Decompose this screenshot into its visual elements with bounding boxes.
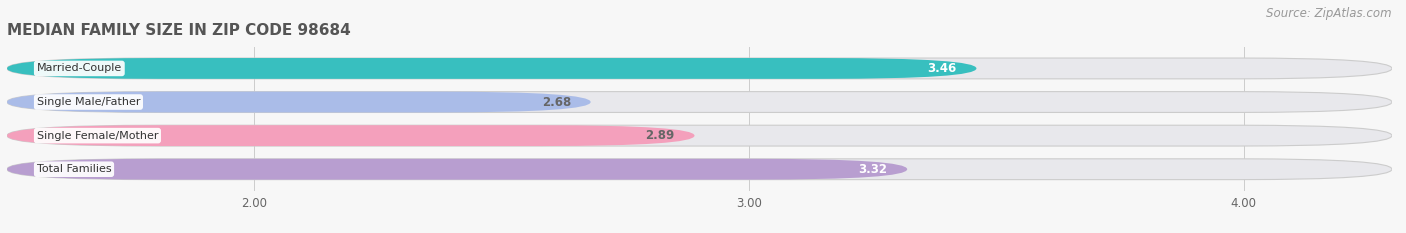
- Text: Total Families: Total Families: [37, 164, 111, 174]
- FancyBboxPatch shape: [7, 125, 1392, 146]
- FancyBboxPatch shape: [7, 58, 977, 79]
- FancyBboxPatch shape: [7, 159, 1392, 180]
- Text: Source: ZipAtlas.com: Source: ZipAtlas.com: [1267, 7, 1392, 20]
- FancyBboxPatch shape: [7, 92, 591, 113]
- Text: 2.89: 2.89: [645, 129, 675, 142]
- Text: Single Male/Father: Single Male/Father: [37, 97, 141, 107]
- Text: 3.46: 3.46: [928, 62, 956, 75]
- FancyBboxPatch shape: [7, 125, 695, 146]
- Text: Married-Couple: Married-Couple: [37, 63, 122, 73]
- FancyBboxPatch shape: [7, 58, 1392, 79]
- Text: MEDIAN FAMILY SIZE IN ZIP CODE 98684: MEDIAN FAMILY SIZE IN ZIP CODE 98684: [7, 24, 350, 38]
- FancyBboxPatch shape: [7, 159, 907, 180]
- Text: Single Female/Mother: Single Female/Mother: [37, 131, 159, 141]
- Text: 2.68: 2.68: [541, 96, 571, 109]
- Text: 3.32: 3.32: [859, 163, 887, 176]
- FancyBboxPatch shape: [7, 92, 1392, 113]
